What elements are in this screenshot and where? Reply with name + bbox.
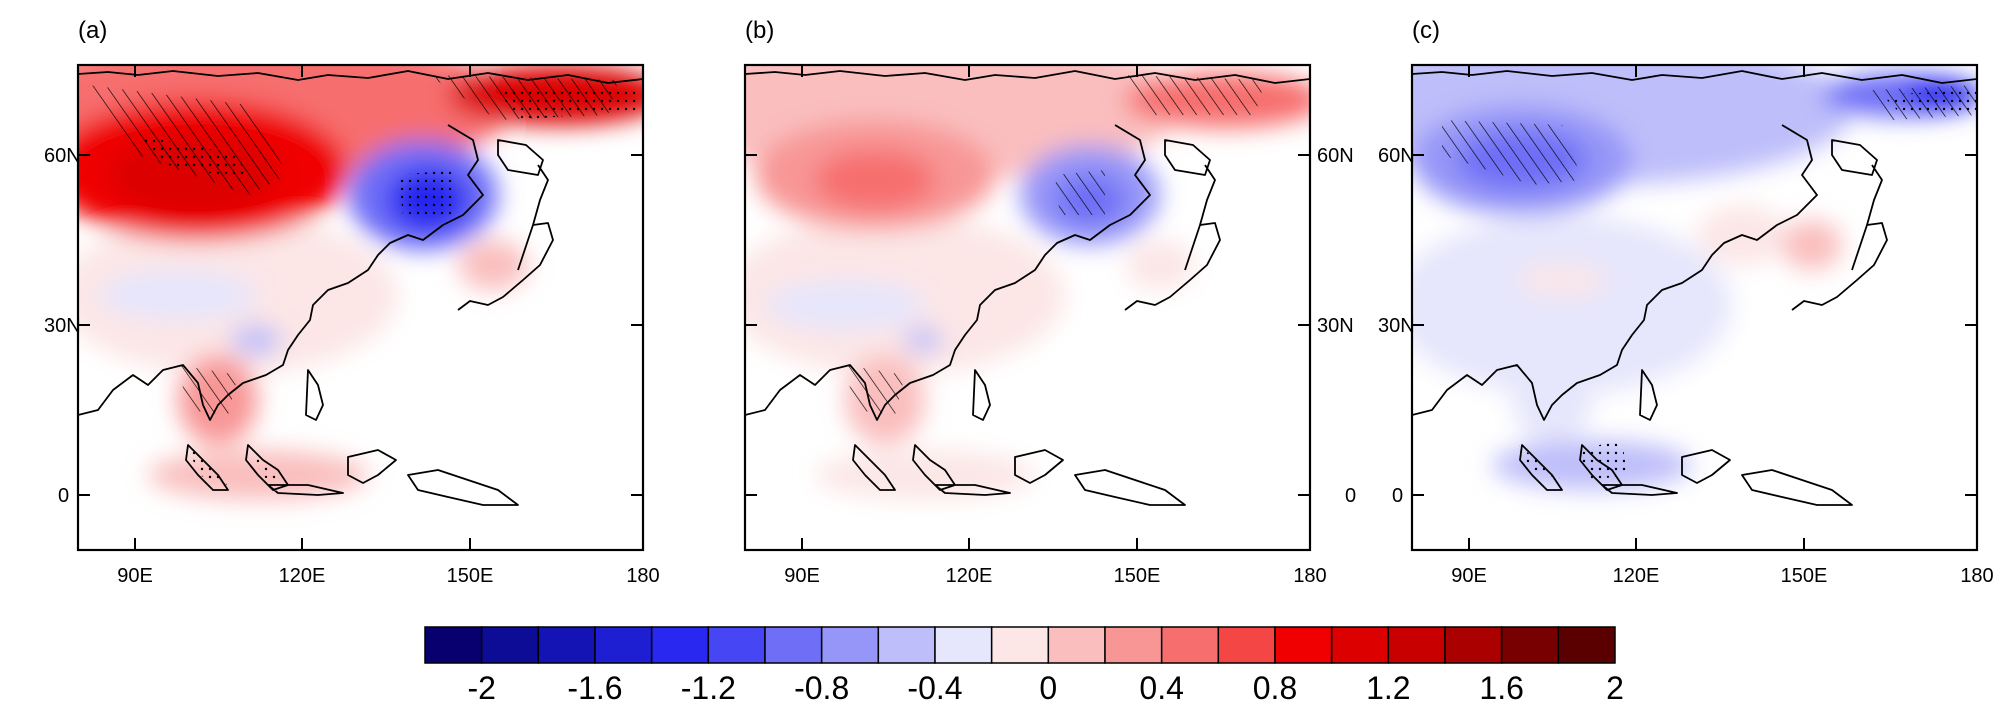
colorbar-label: -0.4 xyxy=(907,670,962,706)
panel-a-label: (a) xyxy=(78,17,107,44)
colorbar-label: 1.6 xyxy=(1479,670,1523,706)
panel-a-ticks xyxy=(78,65,643,550)
panel-b-lat-0: 0 xyxy=(1345,485,1356,507)
colorbar-swatch xyxy=(650,626,710,664)
panel-b-lon-90e: 90E xyxy=(784,565,820,587)
colorbar-swatch xyxy=(707,626,766,664)
panel-c: (c) 60N 30N 0 90E 120E 150E 180 xyxy=(1378,17,1994,587)
panel-c-field xyxy=(1412,65,1977,550)
colorbar: -2 -1.6 -1.2 -0.8 -0.4 0 0.4 0.8 1.2 1.6 2 xyxy=(424,626,1624,706)
panel-c-lon-180: 180 xyxy=(1960,565,1993,587)
panel-b-lon-180: 180 xyxy=(1293,565,1326,587)
colorbar-label: 1.2 xyxy=(1366,670,1410,706)
region-c-indochina-cool xyxy=(1512,355,1592,445)
panel-a-field xyxy=(78,65,643,550)
panel-b-lat-30n: 30N xyxy=(1317,315,1354,337)
colorbar-swatch xyxy=(764,626,823,664)
panel-b-lon-150e: 150E xyxy=(1114,565,1161,587)
colorbar-swatch xyxy=(1387,626,1446,664)
colorbar-swatch xyxy=(820,626,880,664)
colorbar-swatch xyxy=(1217,626,1276,664)
panel-c-lon-150e: 150E xyxy=(1781,565,1828,587)
panel-c-lon-90e: 90E xyxy=(1451,565,1487,587)
region-b-tibet-cool xyxy=(765,280,925,330)
colorbar-swatch xyxy=(1557,626,1616,664)
panel-a-lon-90e: 90E xyxy=(117,565,153,587)
colorbar-label: -1.2 xyxy=(681,670,736,706)
panel-a-lon-150e: 150E xyxy=(447,565,494,587)
colorbar-label: 0.4 xyxy=(1139,670,1183,706)
colorbar-swatch xyxy=(1330,626,1390,664)
colorbar-swatch xyxy=(480,626,540,664)
colorbar-label: -1.6 xyxy=(567,670,622,706)
colorbar-swatch xyxy=(424,626,483,664)
colorbar-swatch xyxy=(934,626,993,664)
colorbar-swatch xyxy=(1047,626,1106,664)
panel-a: (a) 60N 30N 0 90E 120E 150E 180 xyxy=(44,17,660,587)
panel-b-ticks xyxy=(745,65,1310,550)
panel-b-lat-60n: 60N xyxy=(1317,145,1354,167)
colorbar-label: 0 xyxy=(1039,670,1057,706)
colorbar-label: -2 xyxy=(467,670,495,706)
panel-b-lon-120e: 120E xyxy=(946,565,993,587)
panel-c-lat-60n: 60N xyxy=(1378,145,1415,167)
panel-a-lat-0: 0 xyxy=(58,485,69,507)
panel-b-field xyxy=(745,65,1310,550)
colorbar-swatch xyxy=(594,626,653,664)
colorbar-swatch xyxy=(877,626,936,664)
colorbar-label: 2 xyxy=(1606,670,1624,706)
colorbar-swatch xyxy=(1500,626,1560,664)
panel-a-lon-180: 180 xyxy=(626,565,659,587)
panel-c-lat-30n: 30N xyxy=(1378,315,1415,337)
colorbar-swatch xyxy=(537,626,596,664)
panel-a-lat-60n: 60N xyxy=(44,145,81,167)
panel-c-lat-0: 0 xyxy=(1392,485,1403,507)
colorbar-swatch xyxy=(1104,626,1163,664)
panel-b-label: (b) xyxy=(745,17,774,44)
colorbar-label: 0.8 xyxy=(1253,670,1297,706)
panel-a-lat-30n: 30N xyxy=(44,315,81,337)
region-c-japan-warm xyxy=(1782,220,1842,270)
colorbar-label: -0.8 xyxy=(794,670,849,706)
panel-c-lon-120e: 120E xyxy=(1613,565,1660,587)
panel-c-ticks xyxy=(1412,65,1977,550)
panel-c-label: (c) xyxy=(1412,17,1440,44)
region-a-tibet-cool xyxy=(98,270,258,320)
colorbar-swatch xyxy=(990,626,1050,664)
region-b-japan-warm xyxy=(1125,240,1195,290)
colorbar-swatch xyxy=(1274,626,1333,664)
panel-b: (b) 60N 30N 0 90E 120E 150E 180 xyxy=(743,17,1356,587)
region-a-japan-warm xyxy=(458,240,528,290)
colorbar-swatch xyxy=(1444,626,1503,664)
colorbar-swatch xyxy=(1160,626,1220,664)
panel-a-lon-120e: 120E xyxy=(279,565,326,587)
region-c-china-mixed xyxy=(1412,215,1732,395)
